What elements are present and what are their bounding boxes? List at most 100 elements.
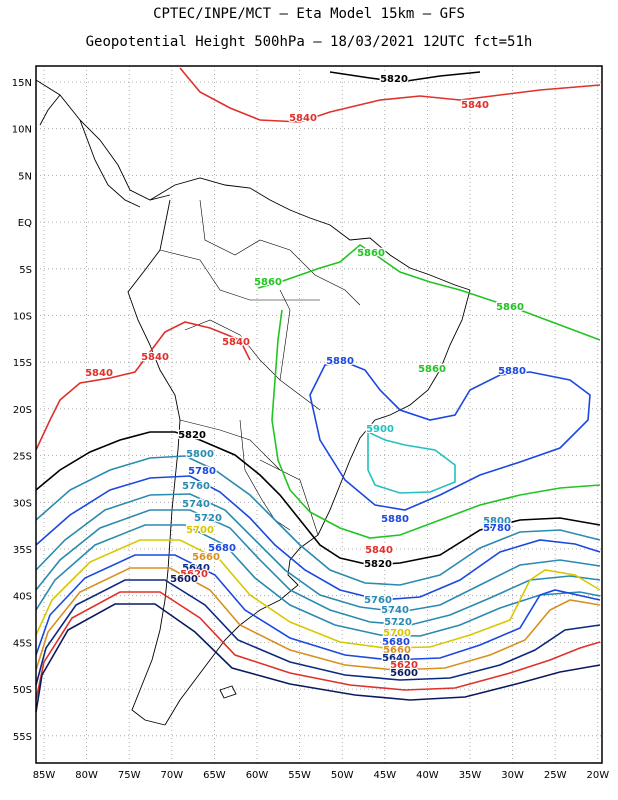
north-coast	[149, 177, 471, 291]
lon-label: 40W	[416, 770, 439, 781]
lat-label: 10N	[12, 125, 32, 136]
contour-label: 5860	[254, 277, 282, 288]
contour-5820-main	[35, 431, 601, 566]
contour-label: 5840	[289, 113, 317, 124]
lon-label: 70W	[160, 770, 183, 781]
lat-lon-grid	[36, 66, 602, 763]
contour-label: 5860	[357, 248, 385, 259]
lat-label: 10S	[13, 312, 32, 323]
lon-label: 35W	[459, 770, 482, 781]
lat-label: EQ	[18, 218, 32, 229]
contour-label: 5840	[222, 337, 250, 348]
map-frame	[35, 65, 603, 764]
lon-label: 20W	[586, 770, 609, 781]
contour-5660	[35, 567, 601, 671]
contour-label: 5900	[366, 424, 394, 435]
atlantic-coast	[164, 289, 471, 726]
contour-label: 5680	[382, 637, 410, 648]
contour-5740	[35, 509, 601, 626]
lon-label: 85W	[33, 770, 56, 781]
lat-label: 15S	[13, 358, 32, 369]
contour-label: 5620	[180, 569, 208, 580]
contour-5840-north	[179, 67, 601, 123]
contour-label: 5820	[364, 559, 392, 570]
lon-label: 30W	[501, 770, 524, 781]
contour-5700	[35, 539, 601, 649]
contour-5780	[35, 475, 601, 601]
lat-label: 30S	[13, 498, 32, 509]
contour-label: 5840	[85, 368, 113, 379]
contour-5800	[35, 455, 601, 586]
contour-label: 5620	[390, 660, 418, 671]
lat-label: 55S	[13, 732, 32, 743]
lon-label: 75W	[118, 770, 141, 781]
coastline-layer	[35, 79, 471, 726]
contour-label: 5860	[418, 364, 446, 375]
central-america-coast	[35, 79, 171, 208]
contour-label: 5820	[178, 430, 206, 441]
lat-label: 50S	[13, 685, 32, 696]
pacific-coast	[127, 199, 181, 726]
contour-label: 5780	[188, 466, 216, 477]
lon-label: 80W	[75, 770, 98, 781]
map-subtitle: Geopotential Height 500hPa – 18/03/2021 …	[85, 34, 533, 50]
lat-label: 20S	[13, 405, 32, 416]
contour-5860-north	[257, 244, 601, 341]
contour-label: 5760	[364, 595, 392, 606]
contour-label: 5680	[208, 543, 236, 554]
lat-label: 40S	[13, 592, 32, 603]
contour-layer	[35, 67, 601, 713]
lat-label: 45S	[13, 638, 32, 649]
contour-5680	[35, 554, 601, 661]
lat-label: 25S	[13, 452, 32, 463]
lat-label: 35S	[13, 545, 32, 556]
contour-label: 5600	[390, 668, 418, 679]
falklands	[219, 685, 237, 699]
contour-label: 5600	[170, 574, 198, 585]
contour-label: 5840	[365, 545, 393, 556]
contour-5820-north	[329, 71, 481, 83]
contour-5900-high	[367, 430, 456, 494]
lon-label: 25W	[544, 770, 567, 781]
contour-5620	[35, 591, 601, 701]
contour-label: 5720	[194, 513, 222, 524]
contour-label: 5660	[383, 645, 411, 656]
contour-5880-high	[309, 361, 591, 511]
contour-label: 5820	[380, 74, 408, 85]
contour-label: 5880	[498, 366, 526, 377]
lat-label: 15N	[12, 78, 32, 89]
lat-label: 5N	[18, 171, 32, 182]
contour-labels: 5820 5840 5840 5840 5840 5840 5860 5860 5860 5860…	[84, 73, 527, 681]
contour-label: 5640	[382, 653, 410, 664]
contour-label: 5880	[381, 514, 409, 525]
contour-label: 5640	[182, 563, 210, 574]
contour-label: 5840	[461, 100, 489, 111]
lon-label: 45W	[373, 770, 396, 781]
lon-label: 60W	[246, 770, 269, 781]
contour-5760	[35, 493, 601, 613]
country-borders	[159, 199, 361, 536]
contour-label: 5740	[381, 605, 409, 616]
contour-label: 5800	[483, 516, 511, 527]
contour-label: 5700	[383, 628, 411, 639]
contour-label: 5760	[182, 481, 210, 492]
lat-label: 5S	[19, 265, 32, 276]
contour-label: 5880	[326, 356, 354, 367]
contour-label: 5780	[483, 523, 511, 534]
latitude-labels: 15N 10N 5N EQ 5S 10S 15S 20S 25S 30S 35S 40S 45S 50S 5…	[12, 78, 32, 743]
contour-label: 5840	[141, 352, 169, 363]
contour-label: 5860	[496, 302, 524, 313]
contour-label: 5800	[186, 449, 214, 460]
map-title: CPTEC/INPE/MCT – Eta Model 15km – GFS	[153, 6, 465, 22]
contour-label: 5720	[384, 617, 412, 628]
contour-5860-main	[271, 309, 601, 539]
lon-label: 50W	[331, 770, 354, 781]
contour-5640	[35, 579, 601, 686]
longitude-labels: 85W 80W 75W 70W 65W 60W 55W 50W 45W 40W 35W 30W 25W 2…	[33, 770, 610, 781]
contour-label: 5660	[192, 552, 220, 563]
contour-5600	[35, 603, 601, 713]
lon-label: 55W	[288, 770, 311, 781]
contour-label: 5700	[186, 525, 214, 536]
contour-label: 5740	[182, 499, 210, 510]
